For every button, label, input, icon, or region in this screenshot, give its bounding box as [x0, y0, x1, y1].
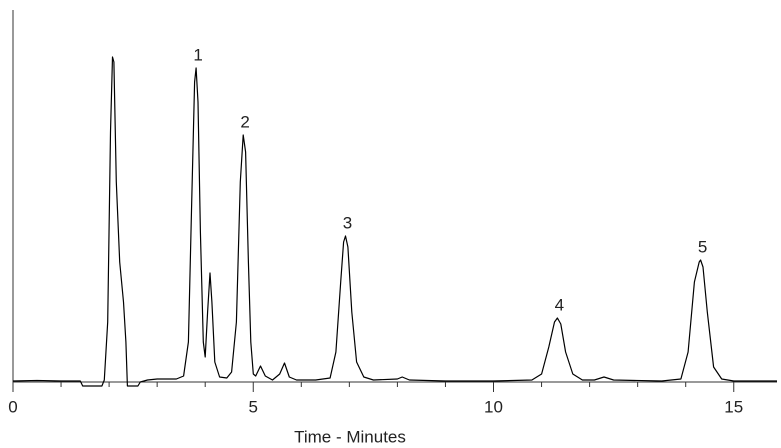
- peak-label: 2: [240, 112, 249, 131]
- peak-label: 5: [698, 237, 707, 256]
- peak-label: 1: [193, 45, 202, 64]
- x-tick-label: 15: [724, 397, 743, 416]
- x-axis-label: Time - Minutes: [294, 427, 406, 446]
- peak-label: 4: [555, 295, 564, 314]
- x-tick-label: 10: [484, 397, 503, 416]
- x-tick-label: 5: [249, 397, 258, 416]
- chromatogram-trace: [12, 56, 777, 387]
- x-tick-label: 0: [8, 397, 17, 416]
- peak-label: 3: [343, 213, 352, 232]
